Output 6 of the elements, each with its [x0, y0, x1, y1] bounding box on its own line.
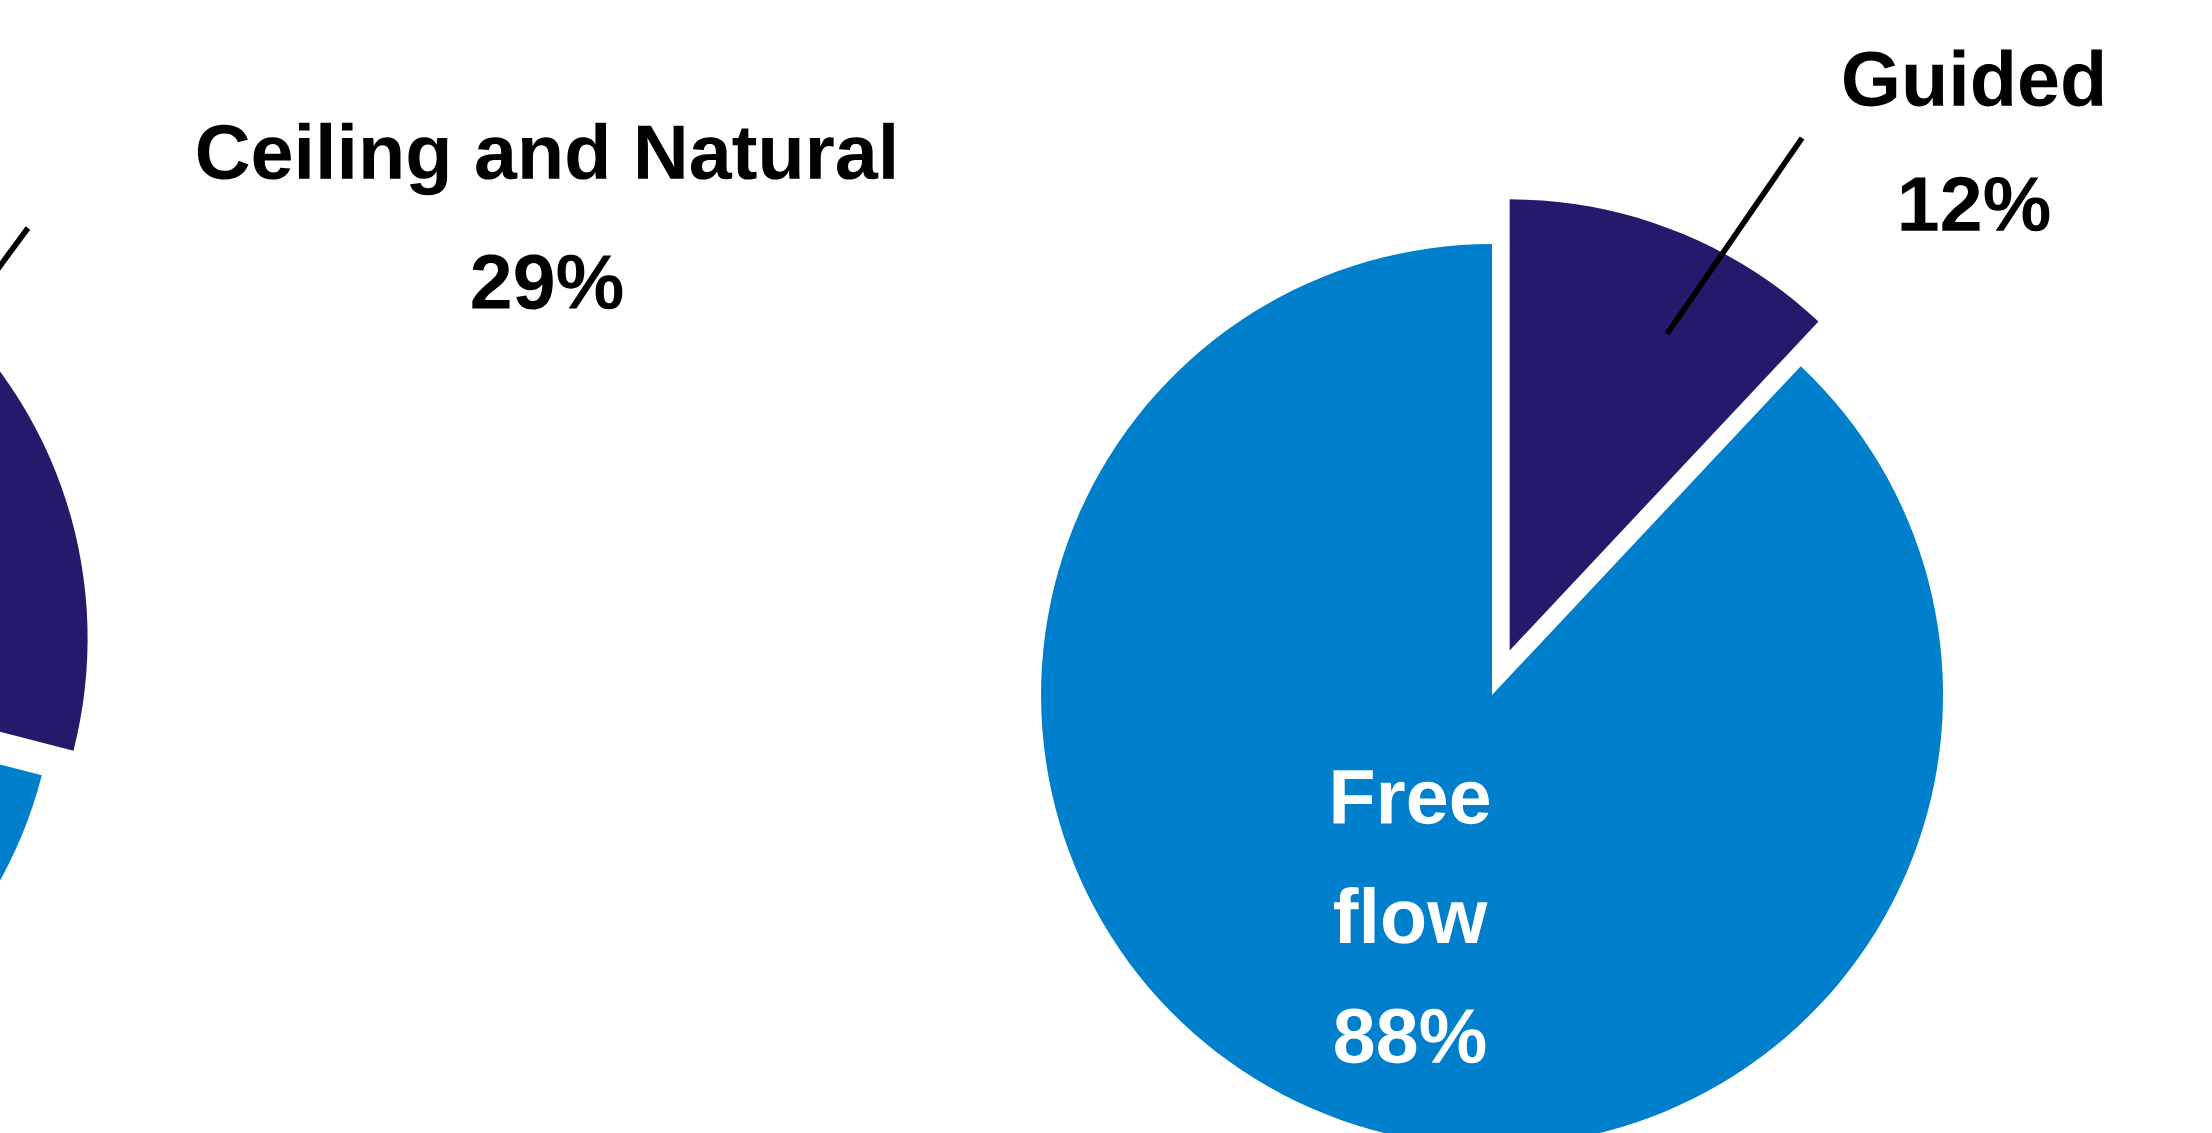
data-label: 88% — [1335, 1008, 1486, 1064]
slice-label: Free flow — [1333, 770, 1490, 944]
data-label: 12% — [1901, 176, 2050, 232]
slice-label: Guided — [1844, 49, 2103, 107]
data-label: 29% — [472, 254, 623, 310]
slice-label: Ceiling and Natural — [197, 122, 894, 196]
